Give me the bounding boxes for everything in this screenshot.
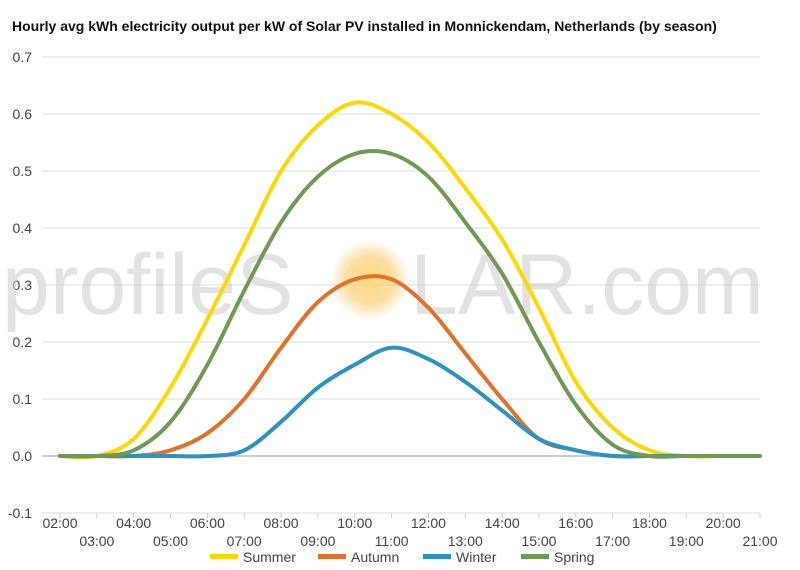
x-tick-label: 21:00 [742, 533, 777, 549]
x-axis: 02:00 04:00 06:00 08:00 10:00 12:00 14:00 16:00… [42, 515, 777, 549]
watermark: profileS LAR.com [2, 237, 764, 333]
x-tick-label: 19:00 [669, 533, 704, 549]
x-tick-label: 05:00 [153, 533, 188, 549]
chart-title: Hourly avg kWh electricity output per kW… [12, 18, 717, 34]
x-tick-label: 07:00 [227, 533, 262, 549]
x-tick-label: 04:00 [116, 515, 151, 531]
x-tick-label: 17:00 [595, 533, 630, 549]
legend-label-summer: Summer [243, 549, 296, 565]
series-line-summer [58, 100, 762, 460]
x-tick-label: 10:00 [337, 515, 372, 531]
y-tick-label: 0.0 [13, 448, 33, 464]
legend-swatch-summer [210, 554, 238, 559]
watermark-text-left: profileS [2, 237, 294, 333]
series-line-winter [58, 345, 762, 459]
x-tick-label: 16:00 [558, 515, 593, 531]
legend-label-autumn: Autumn [351, 549, 399, 565]
y-tick-label: 0.4 [13, 220, 33, 236]
y-tick-label: 0.6 [13, 106, 33, 122]
series-lines [58, 100, 762, 460]
x-tick-label: 11:00 [375, 533, 409, 549]
x-tick-label: 02:00 [42, 515, 77, 531]
x-tick-label: 09:00 [300, 533, 335, 549]
y-tick-label: 0.7 [13, 49, 33, 65]
x-tick-label: 18:00 [632, 515, 667, 531]
x-tick-label: 14:00 [485, 515, 520, 531]
x-tick-label: 20:00 [706, 515, 741, 531]
watermark-sun-icon [330, 240, 410, 320]
y-tick-label: -0.1 [8, 505, 32, 521]
x-tick-label: 12:00 [411, 515, 446, 531]
legend-swatch-spring [521, 554, 549, 559]
x-tick-label: 03:00 [79, 533, 114, 549]
series-line-spring [58, 149, 762, 459]
y-tick-label: 0.5 [13, 163, 33, 179]
watermark-text-right: LAR.com [410, 237, 764, 333]
x-tick-label: 06:00 [190, 515, 225, 531]
legend-swatch-winter [423, 554, 451, 559]
x-tick-label: 13:00 [448, 533, 483, 549]
x-tick-label: 08:00 [264, 515, 299, 531]
x-tick-label: 15:00 [521, 533, 556, 549]
legend-label-winter: Winter [456, 549, 497, 565]
legend-swatch-autumn [318, 554, 346, 559]
legend-label-spring: Spring [554, 549, 594, 565]
y-tick-label: 0.3 [13, 277, 33, 293]
y-tick-label: 0.2 [13, 334, 33, 350]
y-axis: -0.1 0.0 0.1 0.2 0.3 0.4 0.5 0.6 0.7 [8, 49, 32, 521]
legend: Summer Autumn Winter Spring [210, 549, 594, 565]
y-tick-label: 0.1 [13, 391, 33, 407]
